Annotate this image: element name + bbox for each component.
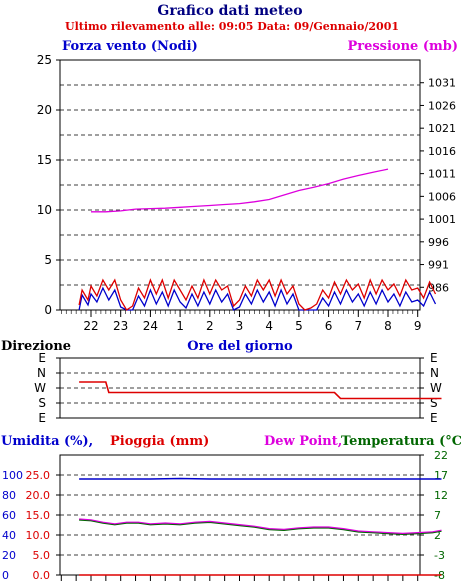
humidity-frame <box>59 454 421 576</box>
rain-tick-label: 10.0 <box>26 529 51 542</box>
direction-tick-label: E <box>430 411 438 425</box>
humidity-temp-panel: 0204060801000.05.010.015.020.025.0-8-327… <box>2 449 448 582</box>
x-tick-label: 9 <box>414 319 422 333</box>
humidity-axis-label: Umidita (%), <box>1 434 93 449</box>
direction-axis-label: Direzione <box>1 339 71 354</box>
y-right-tick-label: 991 <box>428 259 449 272</box>
x-tick-label: 7 <box>354 319 362 333</box>
humidity-tick-label: 100 <box>2 469 23 482</box>
temperature-tick-label: 22 <box>434 449 448 462</box>
dewpoint-series-line <box>79 518 442 535</box>
y-right-tick-label: 1026 <box>428 99 456 112</box>
y-right-tick-label: 1011 <box>428 168 456 181</box>
y-right-tick-label: 1016 <box>428 145 456 158</box>
direction-tick-label: N <box>37 366 46 380</box>
humidity-series-line <box>79 477 442 480</box>
humidity-tick-label: 80 <box>2 489 16 502</box>
y-right-tick-label: 1021 <box>428 122 456 135</box>
plot-frame <box>59 59 421 311</box>
wind-pressure-panel: 0510152025986991996100110061011101610211… <box>37 53 456 333</box>
temperature-tick-label: 2 <box>434 529 441 542</box>
chart-subtitle: Ultimo rilevamento alle: 09:05 Data: 09/… <box>65 20 399 33</box>
x-tick-label: 4 <box>265 319 273 333</box>
y-left-tick-label: 15 <box>37 153 52 167</box>
direction-panel: E EN NW WS SE E <box>34 351 442 425</box>
rain-tick-label: 20.0 <box>26 489 51 502</box>
x-tick-label: 22 <box>83 319 98 333</box>
x-tick-label: 5 <box>295 319 303 333</box>
direction-series-line <box>79 381 442 400</box>
y-left-tick-label: 20 <box>37 103 52 117</box>
rain-axis-label: Pioggia (mm) <box>110 434 209 449</box>
rain-tick-label: 15.0 <box>26 509 51 522</box>
direction-tick-label: S <box>38 396 46 410</box>
x-tick-label: 6 <box>325 319 333 333</box>
y-right-tick-label: 996 <box>428 236 449 249</box>
direction-tick-label: S <box>430 396 438 410</box>
direction-tick-label: W <box>34 381 46 395</box>
y-left-tick-label: 25 <box>37 53 52 67</box>
x-tick-label: 1 <box>176 319 184 333</box>
pressure-series-line <box>91 168 389 213</box>
rain-tick-label: 0.0 <box>33 569 51 582</box>
y-right-tick-label: 1001 <box>428 213 456 226</box>
x-tick-label: 2 <box>206 319 214 333</box>
wind-series-line <box>78 286 437 311</box>
pressure-axis-label: Pressione (mb) <box>347 39 458 54</box>
y-right-tick-label: 1031 <box>428 77 456 90</box>
wind-axis-label: Forza vento (Nodi) <box>62 39 198 54</box>
rain-tick-label: 5.0 <box>33 549 51 562</box>
x-tick-label: 24 <box>143 319 158 333</box>
direction-tick-label: E <box>430 351 438 365</box>
y-right-tick-label: 986 <box>428 281 449 294</box>
dewpoint-axis-label: Dew Point, <box>264 434 342 449</box>
temperature-tick-label: 17 <box>434 469 448 482</box>
x-tick-label: 3 <box>236 319 244 333</box>
x-axis-label: Ore del giorno <box>187 339 293 354</box>
temperature-axis-label: Temperatura (°C) <box>341 434 461 449</box>
rain-tick-label: 25.0 <box>26 469 51 482</box>
humidity-tick-label: 0 <box>2 569 9 582</box>
y-left-tick-label: 5 <box>44 253 52 267</box>
y-left-tick-label: 10 <box>37 203 52 217</box>
humidity-tick-label: 60 <box>2 509 16 522</box>
temperature-series-line <box>79 519 442 536</box>
chart-title: Grafico dati meteo <box>157 3 302 19</box>
direction-tick-label: E <box>38 351 46 365</box>
y-left-tick-label: 0 <box>44 303 52 317</box>
x-tick-label: 8 <box>384 319 392 333</box>
y-right-tick-label: 1006 <box>428 190 456 203</box>
x-tick-label: 23 <box>113 319 128 333</box>
temperature-tick-label: 7 <box>434 509 441 522</box>
direction-tick-label: E <box>38 411 46 425</box>
gust-series-line <box>78 278 437 311</box>
direction-tick-label: W <box>430 381 442 395</box>
temperature-tick-label: 12 <box>434 489 448 502</box>
temperature-tick-label: -3 <box>434 549 445 562</box>
humidity-tick-label: 20 <box>2 549 16 562</box>
direction-frame <box>59 357 421 419</box>
humidity-tick-label: 40 <box>2 529 16 542</box>
direction-tick-label: N <box>430 366 439 380</box>
